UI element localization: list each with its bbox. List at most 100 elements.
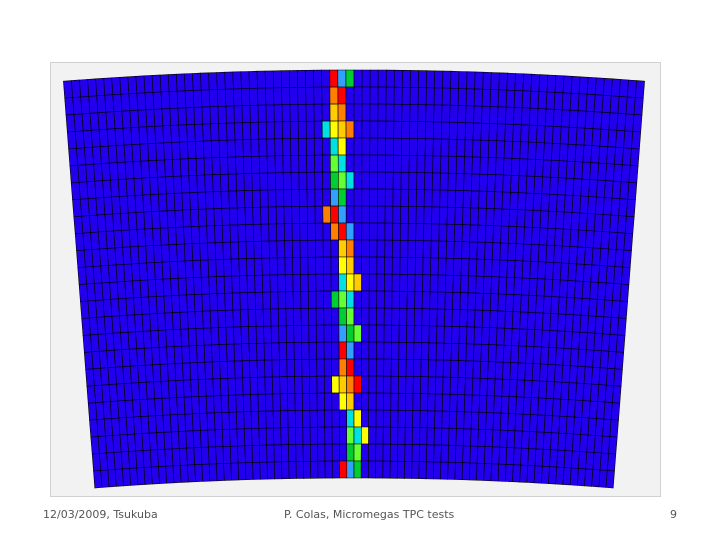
pad: [451, 309, 461, 327]
pad: [353, 154, 363, 173]
pad: [399, 222, 409, 241]
pad: [321, 69, 331, 88]
pad: [590, 145, 601, 164]
pad: [415, 223, 425, 242]
pad: [114, 468, 124, 487]
pad: [440, 121, 450, 140]
pad: [557, 160, 568, 179]
pad: [226, 122, 236, 141]
pad: [550, 296, 560, 315]
pad: [130, 126, 141, 146]
pad: [218, 343, 228, 362]
pad: [313, 103, 323, 122]
pad: [566, 399, 576, 418]
pad: [455, 428, 465, 447]
pad: [236, 411, 245, 430]
pad: [308, 358, 318, 377]
pad: [324, 409, 333, 428]
pad: [337, 69, 347, 88]
pad: [533, 329, 543, 348]
pad: [527, 141, 537, 160]
pad: [202, 140, 213, 159]
pad: [615, 334, 626, 353]
pad: [244, 207, 254, 225]
pad: [323, 273, 332, 292]
pad: [330, 188, 339, 207]
pad: [283, 223, 293, 242]
pad: [375, 358, 385, 377]
pad: [570, 331, 581, 350]
pad: [416, 138, 426, 157]
pad: [276, 240, 286, 259]
pad: [361, 188, 371, 207]
pad: [353, 443, 362, 462]
pad: [116, 161, 127, 180]
pad: [573, 297, 583, 316]
pad: [276, 223, 285, 242]
pad: [407, 257, 416, 275]
pad: [408, 155, 418, 173]
pad: [589, 162, 600, 181]
pad: [241, 105, 251, 124]
pad: [535, 142, 545, 161]
pad: [522, 73, 533, 92]
pad: [392, 188, 402, 207]
pad: [187, 328, 197, 347]
footer-date: 12/03/2009, Tsukuba: [43, 508, 158, 521]
pad: [281, 87, 291, 106]
pad: [256, 342, 265, 361]
footer-title: P. Colas, Micromegas TPC tests: [284, 508, 455, 521]
pad: [568, 109, 579, 129]
pad: [557, 432, 567, 451]
pad: [307, 239, 316, 258]
pad: [164, 159, 174, 178]
pad: [600, 231, 611, 250]
pad: [245, 241, 255, 259]
pad: [229, 207, 239, 226]
pad: [469, 224, 479, 243]
pad: [161, 397, 171, 416]
pad: [288, 444, 297, 462]
pad: [193, 106, 203, 125]
pad: [179, 158, 190, 177]
pad: [514, 73, 524, 92]
pad: [425, 121, 435, 140]
pad: [412, 393, 421, 411]
pad: [469, 445, 479, 464]
pad: [504, 123, 514, 142]
pad: [382, 443, 391, 462]
pad: [120, 212, 130, 231]
pad: [202, 327, 212, 346]
pad: [321, 137, 331, 156]
pad: [507, 242, 517, 261]
pad: [144, 92, 155, 111]
pad: [454, 190, 464, 208]
pad: [205, 395, 215, 414]
pad: [353, 86, 363, 105]
pad: [542, 295, 553, 314]
pad: [538, 380, 548, 399]
pad: [540, 346, 550, 365]
pad: [512, 447, 522, 466]
pad: [74, 130, 85, 149]
pad: [271, 342, 280, 361]
pad: [330, 222, 339, 241]
pad: [552, 398, 562, 417]
pad: [382, 460, 391, 479]
pad: [548, 466, 558, 485]
pad: [218, 139, 228, 158]
pad: [230, 241, 240, 260]
pad: [578, 212, 588, 231]
pad: [440, 461, 449, 480]
pad: [285, 325, 295, 343]
pad: [221, 207, 231, 226]
pad: [377, 154, 386, 173]
pad: [431, 189, 441, 208]
pad: [200, 259, 210, 278]
pad: [368, 324, 377, 343]
pad: [194, 123, 204, 142]
pad: [535, 295, 545, 314]
pad: [425, 461, 435, 480]
pad: [128, 348, 139, 367]
pad: [297, 69, 307, 88]
